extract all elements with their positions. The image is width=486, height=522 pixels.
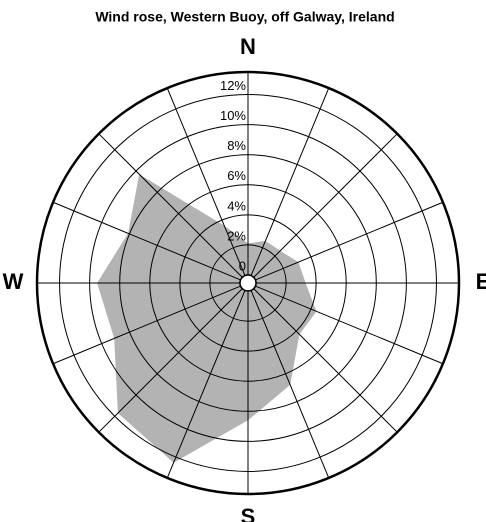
spoke — [166, 290, 246, 479]
r-tick-label: 10% — [220, 108, 246, 123]
direction-label: S — [241, 504, 256, 522]
grid-ring — [119, 154, 377, 412]
spoke — [52, 201, 241, 281]
spoke — [166, 87, 246, 276]
r-tick-label: 8% — [227, 138, 246, 153]
r-tick-label: 12% — [220, 78, 246, 93]
outer-ring — [35, 70, 461, 496]
center-hole — [239, 274, 257, 292]
spoke — [250, 87, 330, 276]
spoke — [250, 290, 330, 479]
spoke — [98, 133, 243, 278]
spoke — [255, 201, 444, 281]
spoke — [253, 133, 398, 278]
r-tick-label: 2% — [227, 228, 246, 243]
grid-ring — [209, 244, 287, 322]
direction-label: N — [240, 34, 256, 59]
grid-ring — [59, 94, 437, 472]
spoke — [52, 285, 241, 365]
grid-ring — [89, 124, 407, 442]
direction-label: W — [3, 269, 24, 294]
grid-ring — [149, 184, 347, 382]
chart-title: Wind rose, Western Buoy, off Galway, Ire… — [95, 9, 394, 25]
r-tick-label: 0 — [239, 258, 246, 273]
spoke — [253, 288, 398, 433]
spoke — [255, 285, 444, 365]
r-tick-label: 6% — [227, 168, 246, 183]
direction-label: E — [476, 269, 486, 294]
grid-ring — [179, 214, 317, 352]
spoke — [98, 288, 243, 433]
r-tick-label: 4% — [227, 198, 246, 213]
wind-area — [97, 174, 317, 463]
